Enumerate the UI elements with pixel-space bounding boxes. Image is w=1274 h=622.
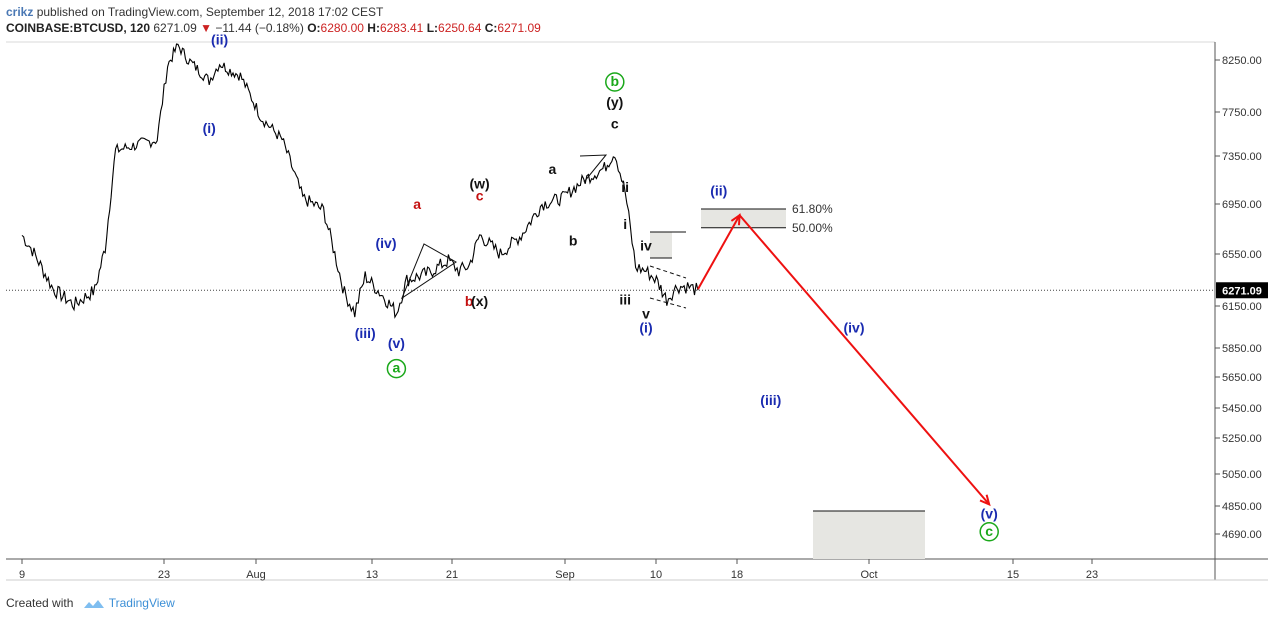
price-tick-label: 6550.00	[1222, 249, 1262, 261]
close-label: C:	[484, 21, 498, 35]
footer: Created with TradingView	[6, 596, 175, 610]
wave-label: (w)	[469, 175, 489, 191]
price-change: −11.44 (−0.18%)	[215, 21, 304, 35]
wave-label: iv	[640, 237, 652, 253]
wave-labels: (i)(ii)a(iv)(iii)(v)a(w)cb(x)abb(y)ciiii…	[203, 31, 999, 542]
wave-label: a	[393, 360, 401, 376]
time-tick-label: Sep	[555, 569, 575, 581]
triangle-patterns	[400, 154, 687, 309]
ohlc-line: COINBASE:BTCUSD, 120 6271.09 ▼ −11.44 (−…	[6, 20, 541, 36]
price-line-path	[21, 43, 699, 319]
triangle-pattern-aug	[400, 243, 457, 300]
price-tick-label: 7750.00	[1222, 107, 1262, 119]
symbol-label: COINBASE:BTCUSD, 120	[6, 21, 151, 35]
price-tick-label: 5250.00	[1222, 433, 1262, 445]
target-zone-box	[813, 511, 925, 559]
wave-label: i	[623, 216, 627, 232]
price-badge-label: 6271.09	[1222, 285, 1262, 297]
time-tick-label: 10	[650, 569, 662, 581]
price-tick-label: 5650.00	[1222, 372, 1262, 384]
wave-label: iii	[619, 292, 631, 308]
high-value: 6283.41	[379, 21, 424, 35]
price-tick-label: 8250.00	[1222, 55, 1262, 67]
price-tick-label: 7350.00	[1222, 151, 1262, 163]
projection-arrows	[697, 213, 991, 507]
price-tick-label: 5050.00	[1222, 469, 1262, 481]
descending-channel	[649, 265, 687, 309]
wave-label: (iv)	[844, 320, 865, 336]
wave-label: c	[476, 187, 484, 203]
time-tick-label: 21	[446, 569, 458, 581]
price-tick-label: 4850.00	[1222, 501, 1262, 513]
time-tick-label: 23	[158, 569, 170, 581]
wave-label: (y)	[606, 94, 623, 110]
wave-label-circle	[386, 358, 407, 379]
publish-line: crikz published on TradingView.com, Sept…	[6, 4, 541, 20]
fib-level-label: 61.80%	[792, 202, 833, 216]
plot-area[interactable]	[6, 42, 1215, 559]
fib-box-small	[650, 232, 672, 258]
wave-label: a	[413, 196, 421, 212]
time-tick-label: 9	[19, 569, 25, 581]
open-label: O:	[307, 21, 321, 35]
open-value: 6280.00	[320, 21, 364, 35]
wave-label: (iii)	[760, 392, 781, 408]
time-tick-label: 13	[366, 569, 378, 581]
arrow-head	[730, 213, 741, 226]
publish-text: published on TradingView.com, September …	[36, 5, 384, 19]
price-tick-label: 4690.00	[1222, 529, 1262, 541]
wave-label: b	[569, 232, 578, 248]
wave-label: (v)	[981, 505, 998, 521]
price-series	[21, 43, 699, 319]
low-value: 6250.64	[438, 21, 482, 35]
price-badge-bg	[1216, 282, 1268, 299]
wave-label-circle	[979, 522, 999, 542]
wave-label: b	[465, 293, 474, 309]
wave-label-circle	[605, 72, 625, 92]
current-price-badge: 6271.09	[1216, 282, 1268, 299]
last-price: 6271.09	[153, 21, 197, 35]
wave-label: (iii)	[355, 325, 376, 341]
price-tick-label: 6150.00	[1222, 301, 1262, 313]
target-zone	[813, 510, 925, 559]
time-tick-label: 23	[1086, 569, 1098, 581]
chart-header: crikz published on TradingView.com, Sept…	[6, 4, 541, 36]
arrow-head	[979, 494, 991, 507]
tradingview-logo-icon	[83, 599, 104, 608]
time-tick-label: 18	[731, 569, 743, 581]
wave-label: ii	[621, 179, 629, 195]
wave-label: (x)	[471, 293, 488, 309]
close-value: 6271.09	[497, 21, 541, 35]
wave-label: (iv)	[376, 235, 397, 251]
price-tick-label: 6950.00	[1222, 199, 1262, 211]
wave-label: b	[611, 73, 620, 89]
wave-label: (i)	[639, 320, 652, 336]
wave-label: c	[985, 523, 993, 539]
created-with-text: Created with	[6, 596, 74, 610]
time-axis-ticks: 9 23 Aug 13 21 Sep 10 18 Oct 15 23	[19, 559, 1098, 581]
tradingview-link[interactable]: TradingView	[108, 596, 175, 610]
time-tick-label: 15	[1007, 569, 1019, 581]
wave-label: (i)	[203, 120, 216, 136]
low-label: L:	[426, 21, 439, 35]
high-label: H:	[367, 21, 380, 35]
fib-level-label: 50.00%	[792, 221, 833, 235]
triangle-pattern-sep	[579, 154, 608, 183]
wave-label: (ii)	[211, 31, 228, 47]
price-tick-label: 5850.00	[1222, 343, 1262, 355]
wave-label: a	[549, 161, 557, 177]
time-tick-label: Oct	[860, 569, 877, 581]
price-axis-ticks: 8250.00 7750.00 7350.00 6950.00 6550.00 6150.…	[1215, 55, 1262, 541]
wave-label: (ii)	[710, 183, 727, 199]
wave-label: (v)	[388, 335, 405, 351]
author-name[interactable]: crikz	[6, 5, 34, 19]
down-arrow-icon: ▼	[200, 21, 212, 35]
price-tick-label: 5450.00	[1222, 403, 1262, 415]
wave-label: v	[642, 306, 650, 322]
wave-label: c	[611, 116, 619, 132]
time-tick-label: Aug	[246, 569, 266, 581]
